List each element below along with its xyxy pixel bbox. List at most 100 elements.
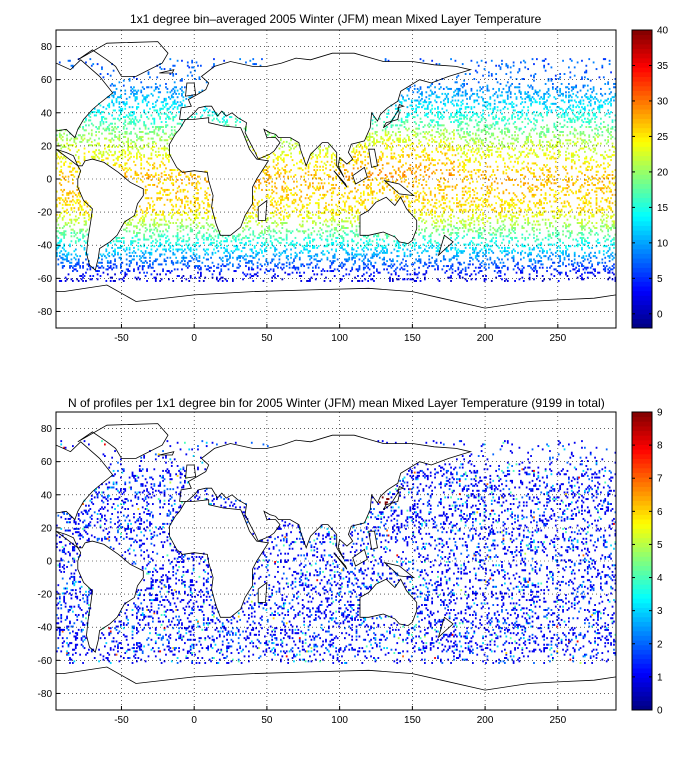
data-cell xyxy=(573,217,576,220)
data-cell xyxy=(406,278,409,281)
data-cell xyxy=(265,218,268,221)
data-cell xyxy=(410,170,413,173)
data-cell xyxy=(344,258,346,261)
bottom-chart-title: N of profiles per 1x1 degree bin for 200… xyxy=(68,396,605,410)
data-cell xyxy=(258,251,260,254)
data-cell xyxy=(319,177,322,180)
data-cell xyxy=(344,187,346,190)
data-cell xyxy=(159,241,162,244)
data-cell xyxy=(117,251,119,254)
data-cell xyxy=(124,273,127,276)
data-cell xyxy=(508,240,511,243)
data-cell xyxy=(422,187,425,190)
data-cell xyxy=(458,174,461,176)
data-cell xyxy=(402,195,404,198)
data-cell xyxy=(490,279,493,282)
data-cell xyxy=(531,183,534,186)
data-cell xyxy=(246,261,249,264)
data-cell xyxy=(112,164,115,167)
data-cell xyxy=(69,162,71,165)
data-cell xyxy=(506,250,509,253)
data-cell xyxy=(333,218,336,221)
data-cell xyxy=(85,251,87,254)
data-cell xyxy=(470,217,473,220)
data-cell xyxy=(188,265,191,268)
data-cell xyxy=(499,205,502,208)
data-cell xyxy=(326,190,329,193)
data-cell xyxy=(266,167,269,170)
data-cell xyxy=(335,227,338,229)
data-cell xyxy=(332,218,335,221)
data-cell xyxy=(154,278,157,281)
data-cell xyxy=(483,174,486,176)
data-cell xyxy=(182,188,185,191)
data-cell xyxy=(287,193,290,196)
data-cell xyxy=(355,160,358,163)
data-cell xyxy=(271,203,274,206)
data-cell xyxy=(431,172,434,175)
data-cell xyxy=(534,268,537,271)
data-cell xyxy=(413,238,416,241)
data-cell xyxy=(515,236,518,239)
data-cell xyxy=(418,255,420,258)
data-cell xyxy=(431,157,434,160)
data-cell xyxy=(307,228,310,231)
data-cell xyxy=(409,243,412,246)
data-cell xyxy=(149,207,151,210)
data-cell xyxy=(246,273,249,276)
data-cell xyxy=(531,162,534,165)
data-cell xyxy=(150,218,153,221)
data-cell xyxy=(136,261,138,264)
data-cell xyxy=(72,195,74,198)
data-cell xyxy=(220,270,223,273)
data-cell xyxy=(246,255,249,258)
data-cell xyxy=(547,258,550,261)
data-cell xyxy=(72,198,74,201)
data-cell xyxy=(296,253,298,256)
data-cell xyxy=(406,265,409,268)
data-cell xyxy=(258,185,260,188)
data-cell xyxy=(271,192,274,195)
data-cell xyxy=(450,233,452,236)
data-cell xyxy=(582,260,585,263)
data-cell xyxy=(566,157,569,160)
data-cell xyxy=(185,227,188,229)
data-cell xyxy=(262,255,265,258)
data-cell xyxy=(274,276,276,279)
data-cell xyxy=(419,162,422,165)
data-cell xyxy=(338,220,340,223)
data-cell xyxy=(159,230,162,233)
data-cell xyxy=(506,246,509,249)
data-cell xyxy=(152,240,154,243)
data-cell xyxy=(301,169,304,172)
data-cell xyxy=(408,200,410,203)
data-cell xyxy=(592,213,595,216)
data-cell xyxy=(154,238,157,241)
data-cell xyxy=(335,250,338,253)
data-cell xyxy=(358,253,361,256)
data-cell xyxy=(409,164,412,167)
data-cell xyxy=(441,215,444,218)
data-cell xyxy=(265,238,268,241)
data-cell xyxy=(563,187,566,190)
data-cell xyxy=(413,177,416,180)
data-cell xyxy=(133,231,135,234)
data-cell xyxy=(227,235,230,238)
data-cell xyxy=(61,203,64,206)
data-cell xyxy=(541,169,544,172)
data-cell xyxy=(277,159,279,162)
data-cell xyxy=(213,230,215,233)
data-cell xyxy=(566,218,569,221)
data-cell xyxy=(556,198,559,201)
data-cell xyxy=(357,241,359,244)
data-cell xyxy=(386,251,388,254)
data-cell xyxy=(554,227,557,229)
data-cell xyxy=(428,159,431,162)
data-cell xyxy=(562,230,564,233)
data-cell xyxy=(67,260,70,263)
data-cell xyxy=(536,238,538,241)
data-cell xyxy=(58,231,61,234)
data-cell xyxy=(208,210,211,213)
data-cell xyxy=(482,213,484,216)
data-cell xyxy=(438,183,441,186)
